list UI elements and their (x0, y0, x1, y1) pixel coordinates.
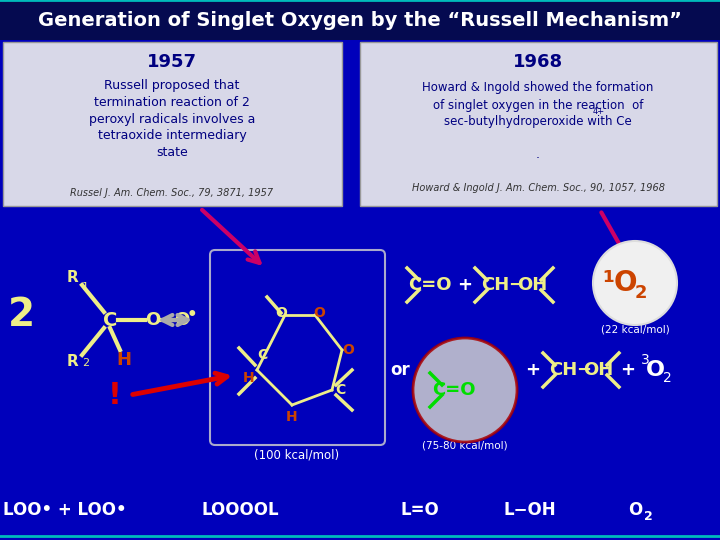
Text: Russell proposed that: Russell proposed that (104, 78, 240, 91)
Text: CH: CH (549, 361, 577, 379)
Text: LOOOOL: LOOOOL (201, 501, 279, 519)
Text: ¹O: ¹O (602, 269, 638, 297)
Text: O: O (313, 306, 325, 320)
Text: R: R (66, 354, 78, 369)
Text: LOO• + LOO•: LOO• + LOO• (3, 501, 127, 519)
Text: termination reaction of 2: termination reaction of 2 (94, 96, 250, 109)
Text: 2: 2 (644, 510, 652, 523)
Text: Generation of Singlet Oxygen by the “Russell Mechanism”: Generation of Singlet Oxygen by the “Rus… (38, 10, 682, 30)
Text: peroxyl radicals involves a: peroxyl radicals involves a (89, 112, 255, 125)
Text: 2: 2 (8, 296, 35, 334)
Text: CH: CH (481, 276, 509, 294)
Text: O: O (275, 306, 287, 320)
Text: Russel J. Am. Chem. Soc., 79, 3871, 1957: Russel J. Am. Chem. Soc., 79, 3871, 1957 (71, 188, 274, 198)
Text: +: + (526, 361, 541, 379)
Text: 1957: 1957 (147, 53, 197, 71)
Text: C: C (335, 383, 345, 397)
Text: −: − (508, 276, 523, 294)
Text: O: O (342, 343, 354, 357)
Text: OH: OH (583, 361, 613, 379)
Text: Howard & Ingold showed the formation: Howard & Ingold showed the formation (423, 82, 654, 94)
Text: L=O: L=O (400, 501, 439, 519)
Text: C: C (103, 310, 117, 329)
Text: 4+: 4+ (593, 107, 605, 117)
Text: sec-butylhydroperoxide with Ce: sec-butylhydroperoxide with Ce (444, 116, 632, 129)
Text: 3: 3 (641, 353, 649, 367)
Text: (22 kcal/mol): (22 kcal/mol) (600, 325, 670, 335)
Text: C=O: C=O (432, 381, 476, 399)
Text: H: H (243, 371, 255, 385)
Text: R: R (66, 271, 78, 286)
FancyBboxPatch shape (3, 42, 342, 206)
Text: 1: 1 (82, 282, 89, 292)
Text: 2: 2 (635, 284, 647, 302)
Text: .: . (536, 148, 540, 161)
Text: 2: 2 (82, 358, 89, 368)
Text: O: O (145, 311, 161, 329)
Text: O: O (174, 311, 189, 329)
FancyBboxPatch shape (0, 0, 720, 40)
Text: H: H (286, 410, 298, 424)
Text: !: ! (108, 381, 122, 409)
Text: C: C (257, 348, 267, 362)
Text: (100 kcal/mol): (100 kcal/mol) (254, 449, 340, 462)
Text: 1968: 1968 (513, 53, 563, 71)
Circle shape (413, 338, 517, 442)
Text: O: O (646, 360, 665, 380)
Circle shape (593, 241, 677, 325)
Text: Howard & Ingold J. Am. Chem. Soc., 90, 1057, 1968: Howard & Ingold J. Am. Chem. Soc., 90, 1… (412, 183, 665, 193)
Text: H: H (117, 351, 132, 369)
Text: C=O: C=O (408, 276, 451, 294)
Text: L−OH: L−OH (504, 501, 557, 519)
Text: −: − (577, 361, 592, 379)
Text: of singlet oxygen in the reaction  of: of singlet oxygen in the reaction of (433, 98, 643, 111)
Text: +: + (457, 276, 472, 294)
Text: O: O (628, 501, 642, 519)
Text: •: • (186, 306, 197, 324)
Text: +: + (621, 361, 636, 379)
Text: or: or (390, 361, 410, 379)
Text: OH: OH (517, 276, 547, 294)
Text: (75-80 kcal/mol): (75-80 kcal/mol) (422, 440, 508, 450)
FancyBboxPatch shape (360, 42, 717, 206)
Text: state: state (156, 146, 188, 159)
Text: tetraoxide intermediary: tetraoxide intermediary (98, 130, 246, 143)
Text: 2: 2 (662, 371, 671, 385)
